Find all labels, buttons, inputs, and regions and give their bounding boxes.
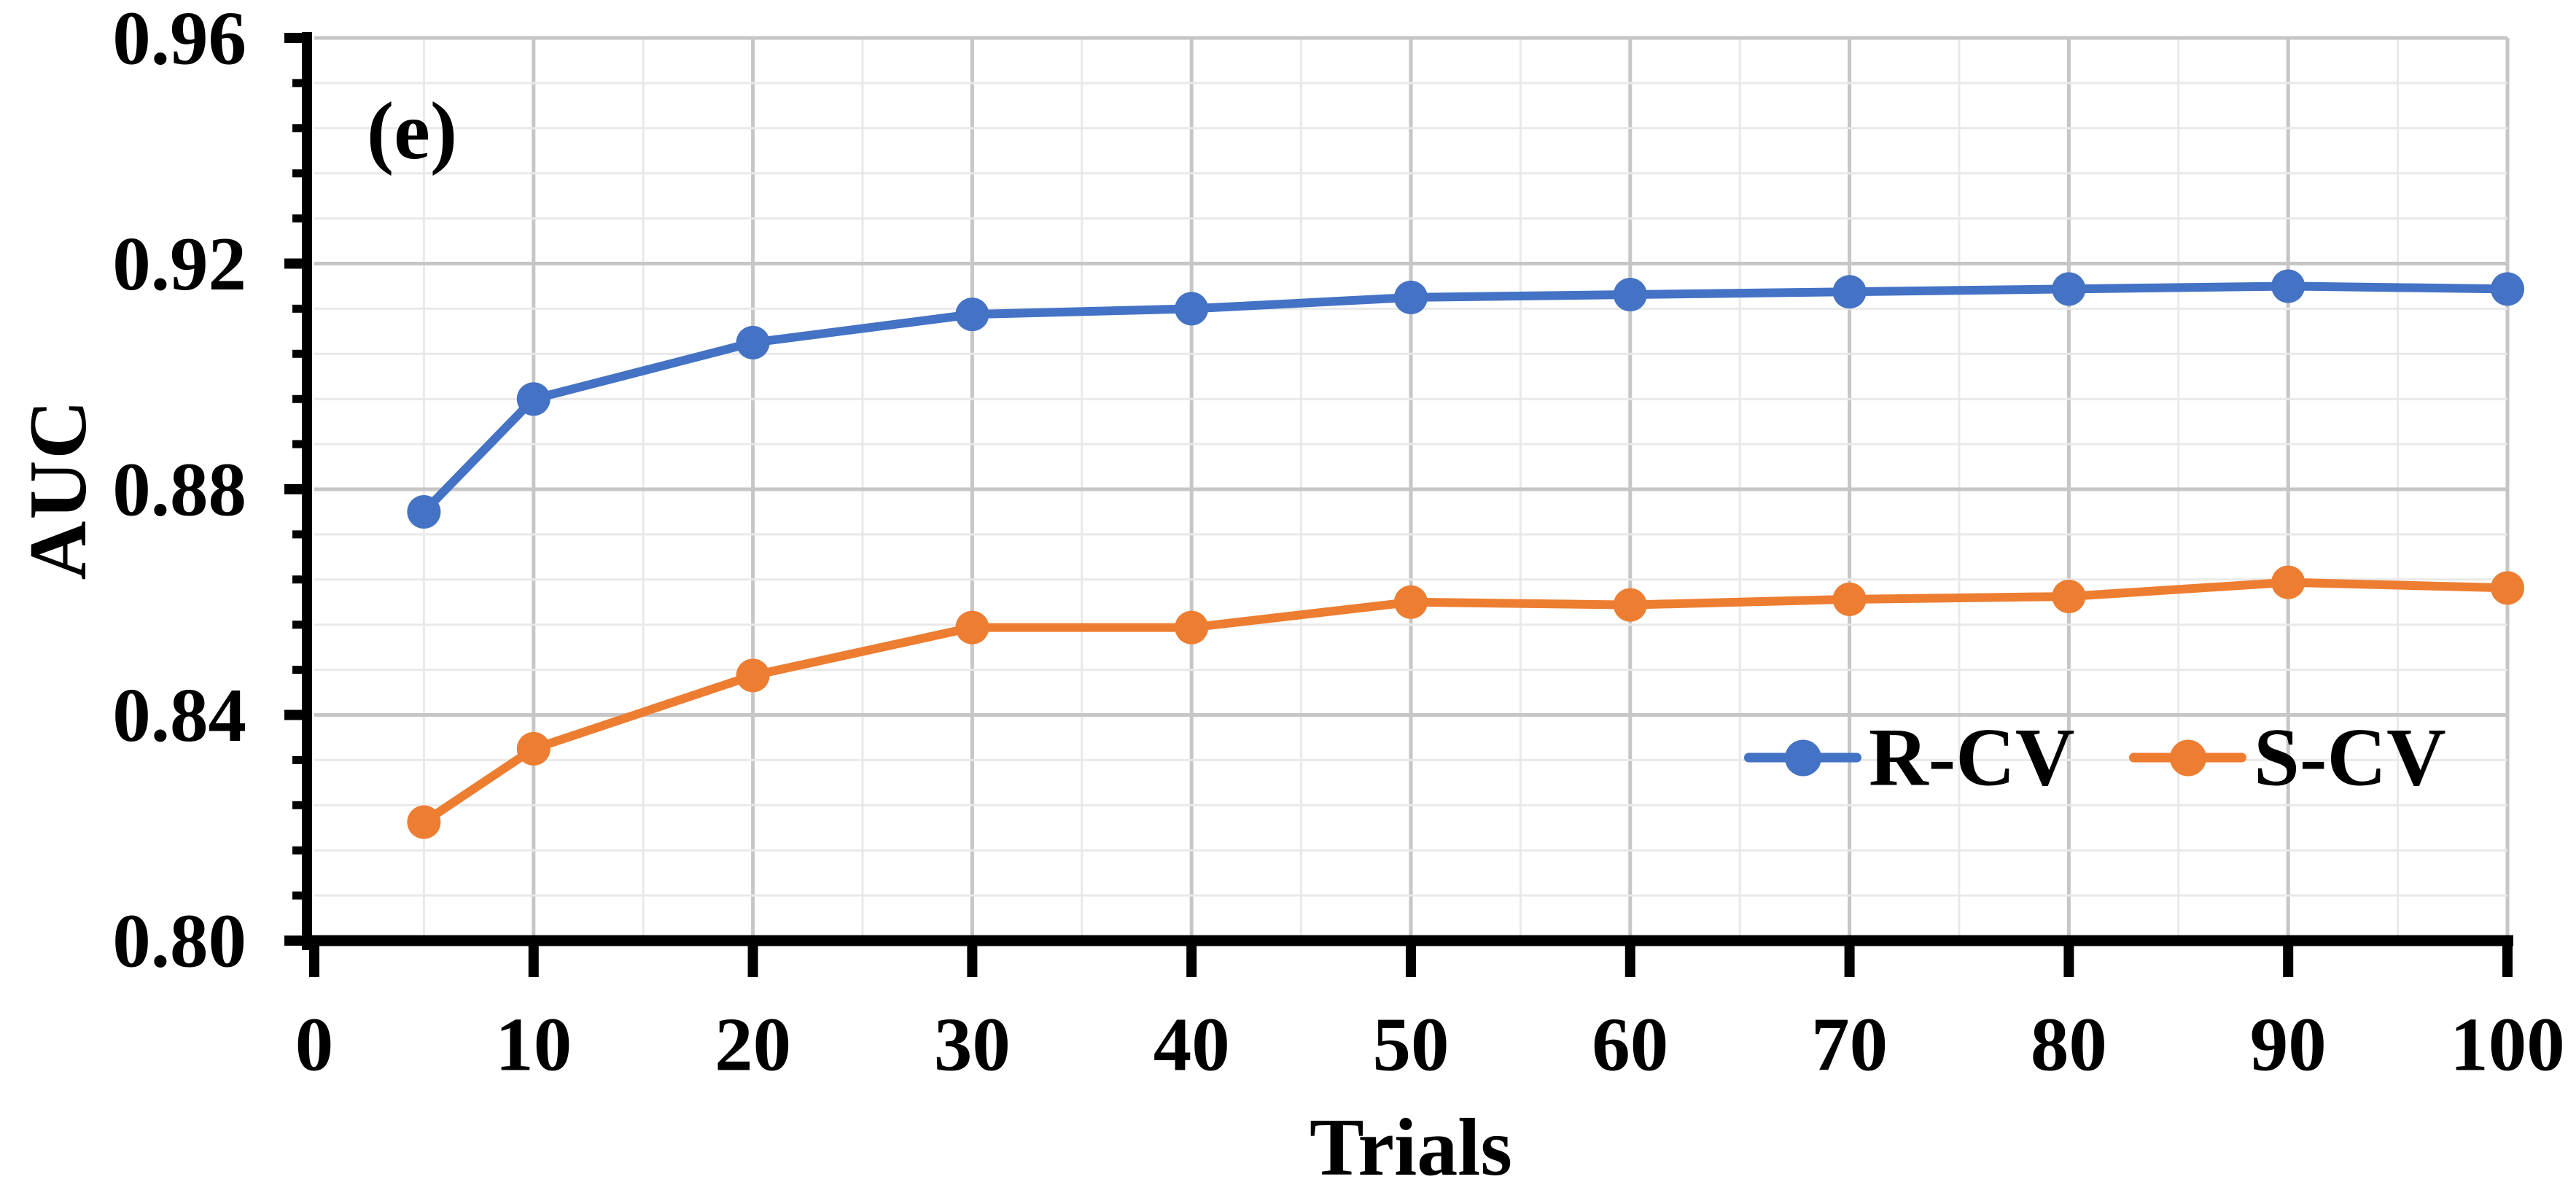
- data-point-s-cv: [516, 731, 550, 766]
- y-tick-label: 0.84: [112, 672, 246, 758]
- y-tick-label: 0.96: [112, 0, 246, 81]
- data-point-r-cv: [955, 297, 989, 332]
- legend-marker-icon: [2169, 739, 2206, 776]
- legend-marker-icon: [1784, 739, 1821, 776]
- y-tick-label: 0.88: [112, 447, 246, 532]
- data-point-r-cv: [1613, 278, 1647, 312]
- legend-item-rcv: R-CV: [1744, 717, 2074, 799]
- data-point-s-cv: [1394, 585, 1428, 619]
- data-point-r-cv: [1394, 280, 1428, 314]
- panel-label: (e): [366, 86, 458, 176]
- x-tick-label: 50: [1373, 1002, 1450, 1087]
- legend-label-rcv: R-CV: [1869, 712, 2075, 804]
- legend-swatch-scv: [2129, 737, 2246, 778]
- legend-swatch-rcv: [1744, 737, 1861, 778]
- x-tick-label: 60: [1592, 1002, 1668, 1087]
- x-tick-label: 80: [2031, 1002, 2107, 1087]
- data-point-s-cv: [1175, 610, 1209, 645]
- data-point-s-cv: [736, 658, 770, 693]
- legend-label-scv: S-CV: [2254, 712, 2446, 804]
- data-point-r-cv: [516, 382, 550, 416]
- data-point-s-cv: [2052, 580, 2086, 614]
- x-axis-title: Trials: [1310, 1102, 1512, 1193]
- data-point-r-cv: [407, 494, 441, 529]
- data-point-r-cv: [736, 325, 770, 359]
- data-point-r-cv: [2052, 272, 2086, 306]
- legend-item-scv: S-CV: [2129, 717, 2446, 799]
- y-axis-title: AUC: [13, 398, 104, 580]
- x-tick-label: 30: [934, 1002, 1011, 1087]
- data-point-r-cv: [1175, 292, 1209, 326]
- y-tick-label: 0.92: [112, 221, 246, 306]
- data-point-s-cv: [2271, 565, 2305, 599]
- x-tick-label: 70: [1811, 1002, 1888, 1087]
- x-tick-label: 40: [1153, 1002, 1230, 1087]
- x-tick-label: 20: [715, 1002, 791, 1087]
- x-tick-label: 100: [2450, 1002, 2565, 1087]
- data-point-r-cv: [2271, 269, 2305, 303]
- data-point-s-cv: [407, 805, 441, 839]
- data-point-r-cv: [2491, 272, 2524, 306]
- data-point-r-cv: [1832, 275, 1867, 309]
- data-point-s-cv: [1832, 582, 1867, 616]
- data-point-s-cv: [1613, 588, 1647, 622]
- data-point-s-cv: [2491, 571, 2524, 605]
- data-point-s-cv: [955, 610, 989, 645]
- y-tick-label: 0.80: [112, 898, 246, 984]
- x-tick-label: 0: [295, 1002, 334, 1087]
- x-tick-label: 10: [495, 1002, 572, 1087]
- x-tick-label: 90: [2250, 1002, 2327, 1087]
